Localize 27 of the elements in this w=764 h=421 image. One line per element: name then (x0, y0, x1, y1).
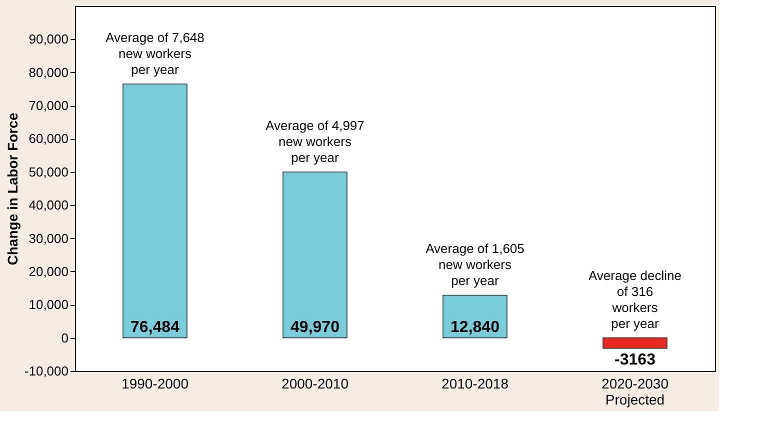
y-tick-label: 20,000 (28, 264, 68, 279)
data-label: 49,970 (290, 318, 340, 336)
data-label: -3163 (614, 351, 656, 368)
y-tick-label: 90,000 (28, 32, 68, 47)
bar (602, 337, 668, 349)
y-tick-label: 70,000 (28, 98, 68, 114)
y-tick-label: 60,000 (28, 131, 68, 146)
y-tick-label: 40,000 (28, 198, 68, 213)
y-tick-label: 30,000 (28, 230, 68, 246)
annotation: Average of 1,605 new workers per year (426, 241, 524, 288)
y-tick-label: 0 (61, 330, 68, 346)
y-tick-label: 10,000 (28, 297, 68, 312)
bar (282, 172, 348, 338)
data-label: 12,840 (450, 318, 500, 336)
y-tick-label: 80,000 (28, 64, 68, 80)
x-tick-label: 2010-2018 (442, 376, 509, 392)
y-tick-label: -10,000 (24, 364, 68, 378)
annotation: Average decline of 316 workers per year (588, 268, 682, 331)
annotation: Average of 7,648 new workers per year (106, 30, 204, 78)
bar (122, 84, 188, 338)
y-tick-label: 50,000 (28, 164, 68, 180)
x-tick-label: 2020-2030 Projected (602, 376, 669, 408)
data-label: 76,484 (130, 318, 180, 336)
annotation: Average of 4,997 new workers per year (266, 118, 364, 166)
y-axis-title: Change in Labor Force (4, 112, 20, 266)
x-tick-label: 2000-2010 (282, 376, 349, 392)
x-tick-label: 1990-2000 (122, 376, 189, 392)
